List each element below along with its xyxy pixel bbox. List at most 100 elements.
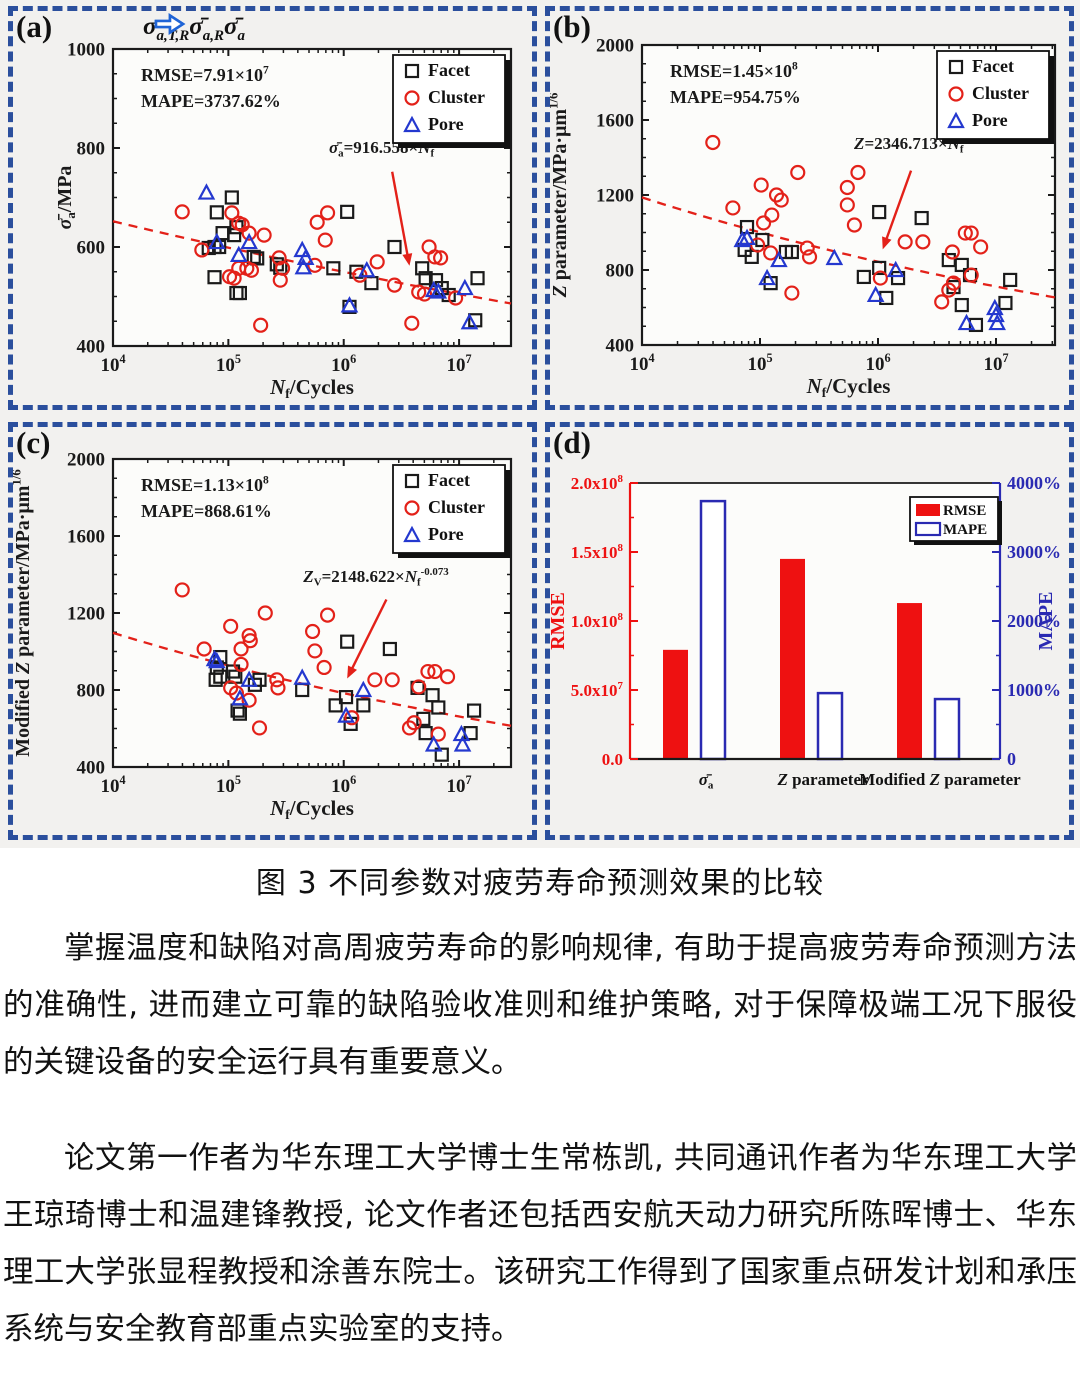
flow-title-symbol: σ̄ <box>224 13 238 40</box>
trend-line <box>112 220 512 305</box>
equation-arrow <box>390 171 410 261</box>
left-tick-0: 0.0 <box>602 750 623 769</box>
rmse-bar-2 <box>897 603 922 759</box>
svg-text:800: 800 <box>77 139 106 160</box>
figure-3: (a) σa,T,R σ̄a,R σ̄a 104 105 106 107 400 600 800 10… <box>0 0 1080 848</box>
equation-arrowhead <box>347 665 358 679</box>
panel-label-d: (d) <box>553 425 591 460</box>
series-cluster <box>174 204 464 333</box>
axes: 104 105 106 107 400 600 800 1000 <box>67 40 511 376</box>
legend-label-pore: Pore <box>428 524 464 544</box>
x-axis-label: Nf/Cycles <box>806 374 891 400</box>
series-cluster <box>705 134 989 310</box>
legend: Facet Cluster Pore <box>392 54 510 148</box>
legend-label-pore: Pore <box>972 110 1008 130</box>
equation-arrow <box>883 170 913 245</box>
legend: Facet Cluster Pore <box>936 50 1054 144</box>
flow-title-symbol: σ̄ <box>189 13 203 40</box>
category-label-2: Modified Z parameter <box>859 770 1021 789</box>
flow-arrow-icon <box>154 13 186 35</box>
svg-text:400: 400 <box>77 337 106 358</box>
series-cluster <box>174 582 456 742</box>
right-axis-title: MAPE <box>1035 592 1057 651</box>
left-axis-title: RMSE <box>550 592 569 650</box>
left-tick-4: 2.0x108 <box>571 473 624 493</box>
svg-text:107: 107 <box>447 352 472 376</box>
svg-text:1000: 1000 <box>67 40 105 61</box>
legend-label-facet: Facet <box>428 470 470 490</box>
equation-arrowhead <box>882 236 892 250</box>
svg-text:1200: 1200 <box>67 604 105 625</box>
legend-label-facet: Facet <box>428 60 470 80</box>
svg-text:400: 400 <box>77 758 106 779</box>
panel-label-a: (a) <box>16 9 53 44</box>
axes: 104 105 106 107 400 800 1200 1600 2000 <box>67 450 511 797</box>
right-tick-0: 0 <box>1007 749 1016 769</box>
svg-text:104: 104 <box>629 351 654 375</box>
legend-label-cluster: Cluster <box>428 87 485 107</box>
svg-text:105: 105 <box>216 352 241 376</box>
svg-text:2000: 2000 <box>596 36 634 57</box>
svg-text:106: 106 <box>331 352 356 376</box>
mape-annotation: MAPE=868.61% <box>141 501 272 521</box>
left-tick-3: 1.5x108 <box>571 542 624 562</box>
svg-text:105: 105 <box>747 351 772 375</box>
svg-text:106: 106 <box>865 351 890 375</box>
rmse-annotation: RMSE=1.45×108 <box>670 60 798 81</box>
legend-label-pore: Pore <box>428 114 464 134</box>
svg-text:106: 106 <box>331 773 356 797</box>
svg-text:1200: 1200 <box>596 186 634 207</box>
legend-label-cluster: Cluster <box>972 83 1029 103</box>
svg-text:800: 800 <box>606 261 635 282</box>
category-label-1: Z parameter <box>776 770 869 789</box>
paragraph-2: 论文第一作者为华东理工大学博士生常栋凯, 共同通讯作者为华东理工大学王琼琦博士和… <box>3 1141 1077 1347</box>
series-pore <box>205 649 472 752</box>
flow-title-symbol: σ <box>143 13 157 40</box>
x-axis-label: Nf/Cycles <box>269 796 354 822</box>
svg-text:600: 600 <box>77 238 106 259</box>
legend-label-mape: MAPE <box>943 522 987 538</box>
svg-text:107: 107 <box>983 351 1008 375</box>
series-pore <box>197 183 479 330</box>
rmse-bar-1 <box>780 558 805 759</box>
mape-annotation: MAPE=954.75% <box>670 87 801 107</box>
svg-text:400: 400 <box>606 336 635 357</box>
right-tick-2: 2000% <box>1007 611 1061 631</box>
paragraph-1: 掌握温度和缺陷对高周疲劳寿命的影响规律, 有助于提高疲劳寿命预测方法的准确性, … <box>3 931 1077 1080</box>
x-axis-label: Nf/Cycles <box>269 375 354 401</box>
scatter-chart-a: 104 105 106 107 400 600 800 1000 Nf/Cycles σ̄a/MP… <box>54 40 513 401</box>
fit-equation: ZV=2148.622×Nf-0.073 <box>302 566 449 589</box>
bar-chart-d: 0.0 5.0x107 1.0x108 1.5x108 2.0x108 0 1000% 200… <box>550 473 1061 792</box>
panel-a: (a) σa,T,R σ̄a,R σ̄a 104 105 106 107 400 600 800 10… <box>8 6 537 410</box>
svg-text:800: 800 <box>77 681 106 702</box>
svg-text:107: 107 <box>447 773 472 797</box>
panel-label-b: (b) <box>553 9 591 44</box>
panel-b: (b) 104 105 106 107 400 800 1200 1600 2000 Nf/Cycl… <box>545 6 1074 410</box>
category-label-0: σ̄a <box>699 770 714 791</box>
legend-label-rmse: RMSE <box>943 503 986 519</box>
flow-title-sub: a,R <box>202 28 225 44</box>
mape-bar-0 <box>699 499 727 761</box>
figure-caption: 图 3 不同参数对疲劳寿命预测效果的比较 <box>255 866 825 901</box>
legend-label-cluster: Cluster <box>428 497 485 517</box>
y-axis-label: Z parameter/MPa·μm1/6 <box>550 92 571 298</box>
left-tick-2: 1.0x108 <box>571 611 624 631</box>
flow-title-sub: a,T,R <box>156 28 190 44</box>
left-tick-1: 5.0x107 <box>571 680 624 700</box>
mape-annotation: MAPE=3737.62% <box>141 91 281 111</box>
right-tick-4: 4000% <box>1007 473 1061 493</box>
legend: Facet Cluster Pore <box>392 464 510 558</box>
rmse-annotation: RMSE=1.13×108 <box>141 474 269 495</box>
article-body: 掌握温度和缺陷对高周疲劳寿命的影响规律, 有助于提高疲劳寿命预测方法的准确性, … <box>3 920 1077 1358</box>
svg-text:1600: 1600 <box>67 527 105 548</box>
scatter-chart-c: 104 105 106 107 400 800 1200 1600 2000 Nf/Cycles M… <box>13 450 513 822</box>
y-axis-label: Modified Z parameter/MPa·μm1/6 <box>13 469 34 757</box>
equation-arrowhead <box>402 253 413 266</box>
y-axis-label: σ̄a/MPa <box>54 166 78 230</box>
panel-c: (c) 104 105 106 107 400 800 1200 1600 2000 Nf/Cycl… <box>8 422 537 840</box>
equation-arrow <box>348 598 388 674</box>
legend-label-facet: Facet <box>972 56 1014 76</box>
legend: RMSE MAPE <box>909 496 1002 545</box>
rmse-annotation: RMSE=7.91×107 <box>141 64 269 85</box>
scatter-chart-b: 104 105 106 107 400 800 1200 1600 2000 Nf/Cycles Z… <box>550 36 1057 400</box>
